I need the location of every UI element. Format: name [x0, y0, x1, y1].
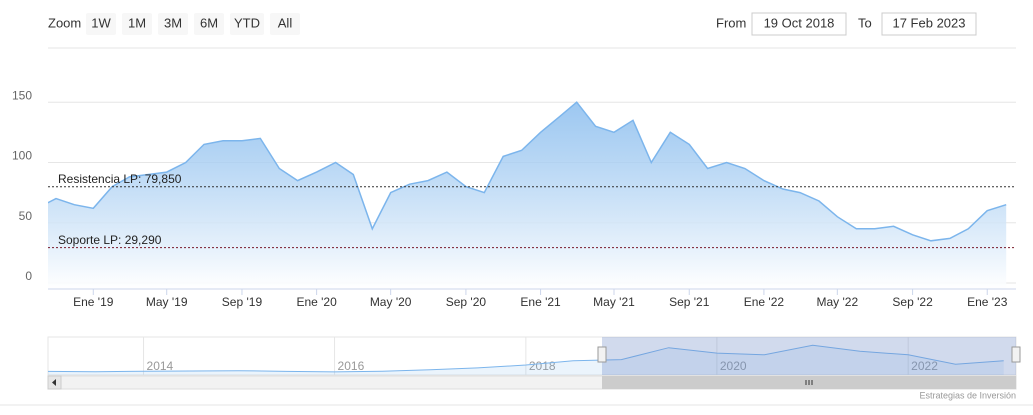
range-button-label[interactable]: YTD: [234, 15, 260, 30]
y-tick-label: 100: [12, 149, 32, 163]
from-value[interactable]: 19 Oct 2018: [764, 15, 835, 30]
range-button-bg: [86, 13, 116, 35]
x-tick-label: Sep '20: [446, 295, 487, 309]
range-button-label[interactable]: 3M: [164, 15, 182, 30]
range-button-label[interactable]: 6M: [200, 15, 218, 30]
range-button[interactable]: YTD: [230, 13, 264, 35]
navigator-mask: [602, 337, 1016, 375]
range-button[interactable]: 3M: [158, 13, 188, 35]
credit: Estrategias de Inversión: [919, 390, 1016, 400]
y-tick-label: 0: [25, 269, 32, 283]
x-tick-label: Sep '19: [222, 295, 263, 309]
navigator-handle[interactable]: [597, 346, 607, 363]
range-button-bg: [158, 13, 188, 35]
plot-line-label: Soporte LP: 29,290: [58, 233, 162, 247]
range-button-label[interactable]: 1M: [128, 15, 146, 30]
from-input[interactable]: [751, 12, 847, 36]
range-button-label[interactable]: 1W: [91, 15, 111, 30]
range-button-bg: [122, 13, 152, 35]
y-tick-label: 150: [12, 88, 32, 102]
to-value[interactable]: 17 Feb 2023: [892, 15, 965, 30]
range-button[interactable]: 1M: [122, 13, 152, 35]
from-label: From: [716, 15, 746, 30]
x-tick-label: May '19: [146, 295, 188, 309]
navigator-area: [48, 345, 1004, 375]
x-tick-label: May '20: [370, 295, 412, 309]
x-tick-label: Ene '19: [73, 295, 114, 309]
y-tick-label: 50: [19, 209, 33, 223]
to-label: To: [858, 15, 872, 30]
scrollbar-arrow: [52, 379, 56, 386]
navigator-tick-label: 2016: [338, 359, 365, 373]
range-button[interactable]: 6M: [194, 13, 224, 35]
range-button-label[interactable]: All: [278, 15, 293, 30]
x-tick-label: May '21: [593, 295, 635, 309]
to-input[interactable]: [881, 12, 977, 36]
x-tick-label: Sep '21: [669, 295, 710, 309]
x-tick-label: Ene '21: [520, 295, 561, 309]
navigator-tick-label: 2020: [720, 359, 747, 373]
x-tick-label: Sep '22: [892, 295, 933, 309]
range-button[interactable]: All: [270, 13, 300, 35]
navigator-line: [47, 344, 1004, 373]
navigator-tick-label: 2014: [147, 359, 174, 373]
navigator-tick-label: 2022: [911, 359, 938, 373]
x-tick-label: Ene '20: [296, 295, 337, 309]
range-button-bg: [194, 13, 224, 35]
zoom-label: Zoom: [48, 15, 81, 30]
area-line: [48, 101, 1007, 242]
plot-area: [48, 101, 1007, 289]
area-fill: [48, 102, 1007, 289]
range-button[interactable]: 1W: [86, 13, 116, 35]
x-tick-label: Ene '22: [744, 295, 785, 309]
x-tick-label: Ene '23: [967, 295, 1008, 309]
navigator-handle[interactable]: [1011, 346, 1021, 363]
range-button-bg: [270, 13, 300, 35]
x-tick-label: May '22: [817, 295, 859, 309]
plot-line-label: Resistencia LP: 79,850: [58, 172, 182, 186]
range-button-bg: [230, 13, 264, 35]
